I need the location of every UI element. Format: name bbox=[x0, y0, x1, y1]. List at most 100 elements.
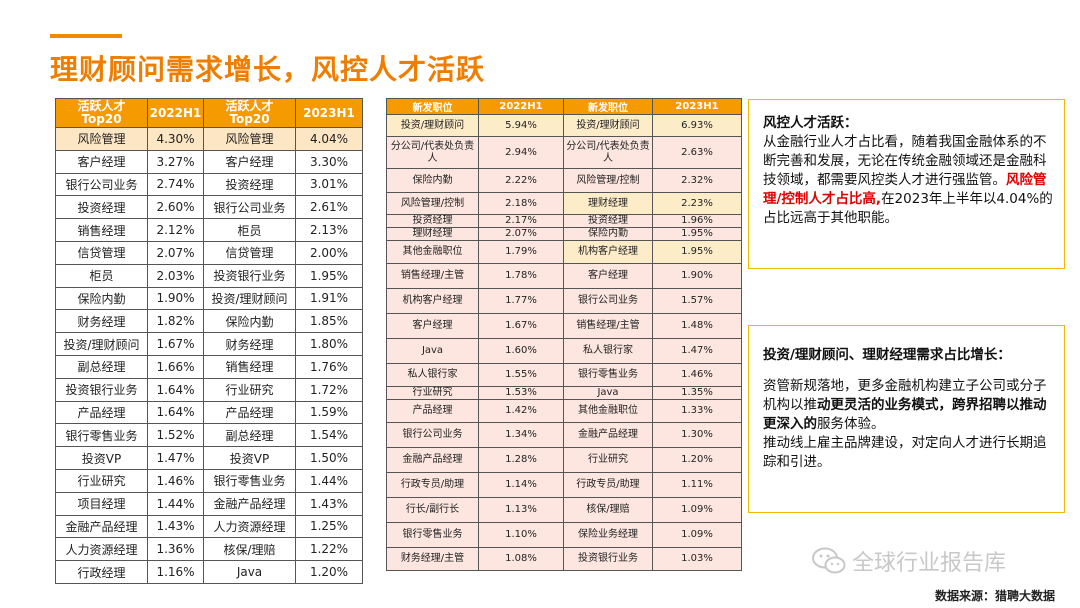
position-cell: 私人银行家 bbox=[386, 363, 479, 387]
insight-heading: 风控人才活跃： bbox=[763, 115, 858, 131]
position-cell: 投资经理 bbox=[55, 195, 148, 220]
insight-text: 资管新规落地，更多金融机构建立子公司或分子机构以推动更灵活的业务模式，跨界招聘以… bbox=[763, 377, 1054, 434]
percent-cell: 1.20% bbox=[652, 447, 742, 473]
percent-cell: 1.66% bbox=[147, 354, 204, 379]
position-cell: 投资银行业务 bbox=[203, 263, 296, 288]
table-row: 柜员 2.03% 投资银行业务 1.95% bbox=[55, 263, 363, 288]
percent-cell: 1.77% bbox=[478, 288, 564, 314]
percent-cell: 2.18% bbox=[478, 192, 564, 215]
table-row: 银行零售业务 1.52% 副总经理 1.54% bbox=[55, 423, 363, 448]
percent-cell: 2.94% bbox=[478, 136, 564, 169]
table-row: 机构客户经理 1.77% 银行公司业务 1.57% bbox=[386, 288, 742, 314]
percent-cell: 2.07% bbox=[478, 227, 564, 241]
position-cell: 投资/理财顾问 bbox=[55, 332, 148, 356]
table-row: 投资银行业务 1.64% 行业研究 1.72% bbox=[55, 377, 363, 402]
position-cell: 客户经理 bbox=[386, 313, 479, 339]
position-cell: 投资银行业务 bbox=[563, 547, 653, 571]
percent-cell: 1.50% bbox=[295, 446, 363, 470]
table-row: 行长/副行长 1.13% 核保/理赔 1.09% bbox=[386, 497, 742, 523]
percent-cell: 1.82% bbox=[147, 309, 204, 334]
percent-cell: 3.30% bbox=[295, 149, 363, 174]
position-cell: 金融产品经理 bbox=[203, 491, 296, 516]
position-cell: 其他金融职位 bbox=[386, 240, 479, 264]
table-row: 私人银行家 1.55% 银行零售业务 1.46% bbox=[386, 363, 742, 387]
insight-text-2: 推动线上雇主品牌建设，对定向人才进行长期追踪和引进。 bbox=[763, 435, 1047, 470]
percent-cell: 4.04% bbox=[295, 127, 363, 151]
percent-cell: 1.64% bbox=[147, 400, 204, 425]
insight-text: 从金融行业人才占比看，随着我国金融体系的不断完善和发展，无论在传统金融领域还是金… bbox=[763, 133, 1054, 228]
table-row: 人力资源经理 1.36% 核保/理赔 1.22% bbox=[55, 537, 363, 562]
column-header: 新发职位 bbox=[386, 98, 479, 115]
percent-cell: 2.63% bbox=[652, 136, 742, 169]
percent-cell: 1.72% bbox=[295, 377, 363, 402]
percent-cell: 1.79% bbox=[478, 240, 564, 264]
percent-cell: 2.13% bbox=[295, 218, 363, 242]
percent-cell: 2.60% bbox=[147, 195, 204, 220]
position-cell: 银行公司业务 bbox=[203, 195, 296, 220]
table-row: 投资VP 1.47% 投资VP 1.50% bbox=[55, 446, 363, 470]
percent-cell: 1.20% bbox=[295, 560, 363, 584]
percent-cell: 1.36% bbox=[147, 537, 204, 562]
percent-cell: 3.27% bbox=[147, 149, 204, 174]
insight-bold: 动更灵活的业务模式，跨界招聘以推动更深入的 bbox=[763, 397, 1047, 432]
percent-cell: 1.52% bbox=[147, 423, 204, 448]
position-cell: 保险内勤 bbox=[203, 309, 296, 334]
position-cell: 行业研究 bbox=[203, 377, 296, 402]
position-cell: 机构客户经理 bbox=[563, 240, 653, 264]
table-row: 客户经理 1.67% 销售经理/主管 1.48% bbox=[386, 313, 742, 339]
position-cell: 银行零售业务 bbox=[563, 363, 653, 387]
percent-cell: 1.57% bbox=[652, 288, 742, 314]
percent-cell: 1.16% bbox=[147, 560, 204, 584]
percent-cell: 1.42% bbox=[478, 399, 564, 423]
percent-cell: 1.43% bbox=[147, 514, 204, 539]
table-row: 财务经理 1.82% 保险内勤 1.85% bbox=[55, 309, 363, 334]
position-cell: Java bbox=[203, 560, 296, 584]
position-cell: 保险业务经理 bbox=[563, 522, 653, 548]
percent-cell: 1.34% bbox=[478, 422, 564, 448]
position-cell: 风险管理/控制 bbox=[563, 168, 653, 193]
page-title: 理财顾问需求增长，风控人才活跃 bbox=[50, 53, 486, 86]
position-cell: 银行公司业务 bbox=[386, 422, 479, 448]
percent-cell: 1.14% bbox=[478, 472, 564, 498]
column-header: 2023H1 bbox=[652, 98, 742, 115]
percent-cell: 1.33% bbox=[652, 399, 742, 423]
position-cell: 财务经理 bbox=[203, 332, 296, 356]
percent-cell: 1.54% bbox=[295, 423, 363, 448]
position-cell: 私人银行家 bbox=[563, 338, 653, 364]
percent-cell: 3.01% bbox=[295, 172, 363, 197]
table-row: 风险管理 4.30% 风险管理 4.04% bbox=[55, 127, 363, 151]
position-cell: Java bbox=[563, 386, 653, 400]
table-row: 风险管理/控制 2.18% 理财经理 2.23% bbox=[386, 192, 742, 215]
column-header: 活跃人才 Top20 bbox=[55, 98, 148, 128]
percent-cell: 1.78% bbox=[478, 263, 564, 289]
position-cell: Java bbox=[386, 338, 479, 364]
table-row: 销售经理/主管 1.78% 客户经理 1.90% bbox=[386, 263, 742, 289]
position-cell: 销售经理/主管 bbox=[386, 263, 479, 289]
table-row: 投资经理 2.60% 银行公司业务 2.61% bbox=[55, 195, 363, 220]
position-cell: 柜员 bbox=[203, 218, 296, 242]
position-cell: 行政专员/助理 bbox=[386, 472, 479, 498]
percent-cell: 1.13% bbox=[478, 497, 564, 523]
position-cell: 人力资源经理 bbox=[203, 514, 296, 539]
percent-cell: 1.11% bbox=[652, 472, 742, 498]
position-cell: 行业研究 bbox=[55, 468, 148, 493]
position-cell: 副总经理 bbox=[203, 423, 296, 448]
position-cell: 金融产品经理 bbox=[386, 447, 479, 473]
percent-cell: 2.00% bbox=[295, 240, 363, 265]
position-cell: 客户经理 bbox=[55, 149, 148, 174]
percent-cell: 2.12% bbox=[147, 218, 204, 242]
percent-cell: 1.25% bbox=[295, 514, 363, 539]
percent-cell: 1.09% bbox=[652, 497, 742, 523]
percent-cell: 1.48% bbox=[652, 313, 742, 339]
percent-cell: 1.67% bbox=[147, 332, 204, 356]
title-accent-bar bbox=[50, 34, 122, 38]
position-cell: 信贷管理 bbox=[55, 240, 148, 265]
table-row: 行政经理 1.16% Java 1.20% bbox=[55, 560, 363, 584]
percent-cell: 1.44% bbox=[147, 491, 204, 516]
table-row: Java 1.60% 私人银行家 1.47% bbox=[386, 338, 742, 364]
position-cell: 分公司/代表处负责人 bbox=[386, 136, 479, 169]
position-cell: 信贷管理 bbox=[203, 240, 296, 265]
percent-cell: 1.35% bbox=[652, 386, 742, 400]
position-cell: 销售经理 bbox=[203, 354, 296, 379]
table-row: 银行零售业务 1.10% 保险业务经理 1.09% bbox=[386, 522, 742, 548]
